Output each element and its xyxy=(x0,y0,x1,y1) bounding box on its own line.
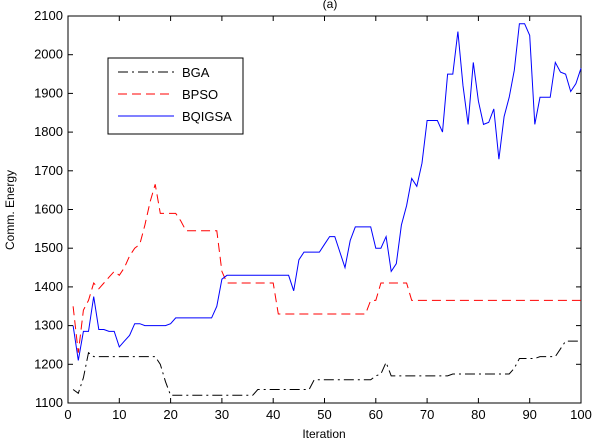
x-tick-label: 80 xyxy=(471,407,485,422)
series-line-bqigsa xyxy=(72,23,582,361)
legend: BGA BPSO BQIGSA xyxy=(107,57,244,135)
y-tick-label: 1900 xyxy=(34,85,63,100)
series-line-bpso xyxy=(72,184,581,353)
legend-label-bpso: BPSO xyxy=(182,87,218,102)
x-tick-label: 0 xyxy=(64,407,71,422)
series-group xyxy=(72,23,582,396)
y-axis: 1100 1200 1300 1400 1500 1600 1700 1800 1900 2000… xyxy=(34,8,581,410)
y-tick-label: 1600 xyxy=(34,202,63,217)
y-tick-label: 1100 xyxy=(35,395,63,410)
x-tick-label: 60 xyxy=(369,407,383,422)
y-tick-label: 2000 xyxy=(34,47,63,62)
legend-box xyxy=(107,57,244,135)
x-tick-label: 40 xyxy=(266,407,280,422)
legend-label-bqigsa: BQIGSA xyxy=(182,109,232,124)
x-axis-label: Iteration xyxy=(302,427,345,441)
x-axis: 0 10 20 30 40 50 60 70 80 90 100 xyxy=(64,16,592,422)
y-axis-label: Comm. Energy xyxy=(3,170,17,250)
x-tick-label: 90 xyxy=(522,407,536,422)
x-tick-label: 70 xyxy=(420,407,434,422)
y-tick-label: 1500 xyxy=(34,240,63,255)
y-tick-label: 1700 xyxy=(34,163,63,178)
y-tick-label: 1800 xyxy=(34,124,63,139)
y-tick-label: 2100 xyxy=(34,8,63,23)
x-tick-label: 30 xyxy=(215,407,229,422)
series-line-bga xyxy=(72,340,581,396)
y-tick-label: 1200 xyxy=(34,356,63,371)
chart-title: (a) xyxy=(323,0,338,11)
x-tick-label: 20 xyxy=(163,407,177,422)
legend-label-bga: BGA xyxy=(182,65,210,80)
y-tick-label: 1400 xyxy=(34,279,63,294)
x-tick-label: 100 xyxy=(570,407,592,422)
y-tick-label: 1300 xyxy=(34,318,63,333)
x-tick-label: 50 xyxy=(317,407,331,422)
x-tick-label: 10 xyxy=(112,407,126,422)
